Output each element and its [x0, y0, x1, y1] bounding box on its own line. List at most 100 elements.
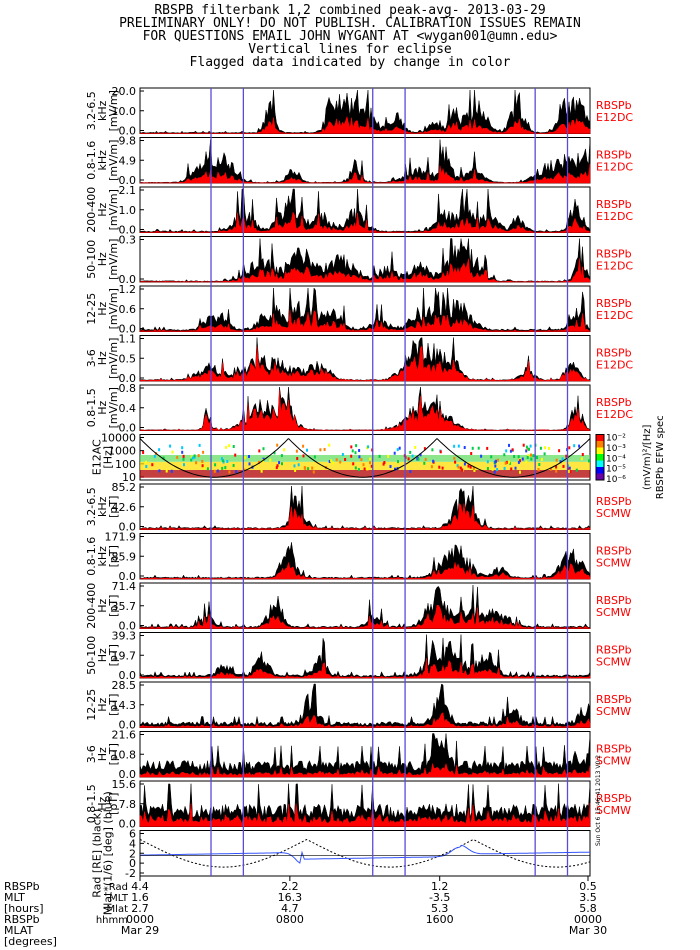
spectro-pixel: [544, 446, 547, 450]
y-tick-label: 0.0: [119, 372, 137, 385]
average-series-red: [139, 390, 591, 431]
spectro-pixel: [358, 455, 361, 459]
spectro-pixel: [537, 468, 540, 471]
colorbar-tick: 10⁻⁶: [606, 475, 626, 485]
spectro-pixel: [295, 449, 298, 453]
y-axis-label: [mV/m]: [107, 189, 120, 230]
spectro-pixel: [357, 468, 360, 472]
instrument-label: RBSPb: [596, 99, 632, 112]
instrument-label: E12DC: [596, 111, 633, 124]
y-axis-label: 3-6: [85, 349, 98, 367]
spectro-pixel: [171, 450, 174, 454]
spectro-pixel: [519, 459, 521, 463]
spectro-pixel: [362, 463, 365, 467]
spectro-pixel: [234, 453, 237, 457]
y-axis-label: [pT]: [107, 496, 120, 518]
average-series-red: [139, 115, 591, 134]
y-axis-label: [pT]: [107, 694, 120, 716]
y-tick-label: 0.0: [119, 620, 137, 633]
spectro-pixel: [525, 460, 528, 464]
spectro-pixel: [548, 446, 550, 450]
instrument-label: SCMW: [596, 556, 631, 569]
y-tick-label: 0.3: [119, 234, 137, 247]
y-axis-label: kHz: [96, 546, 109, 567]
y-axis-label: [Hz]: [102, 446, 115, 469]
x-axis-value: 1.6: [131, 891, 149, 904]
x-axis-row-title: Rad: [109, 882, 128, 893]
spectro-pixel: [269, 458, 272, 462]
spectro-pixel: [505, 449, 508, 453]
y-tick-label: 0.0: [119, 768, 137, 781]
x-axis-row-title: hhmm: [96, 915, 128, 926]
spectro-pixel: [311, 466, 314, 470]
spectro-pixel: [369, 461, 371, 465]
spectro-pixel: [202, 450, 205, 454]
y-axis-label: [mV/m]: [107, 338, 120, 379]
spectro-pixel: [514, 466, 517, 470]
panel-frame: [139, 236, 591, 283]
title-line-2: PRELIMINARY ONLY! DO NOT PUBLISH. CALIBR…: [119, 16, 581, 31]
y-tick-label: 1.0: [119, 204, 137, 217]
instrument-label: RBSPb: [596, 693, 632, 706]
spectro-pixel: [183, 463, 185, 467]
spectro-pixel: [203, 466, 205, 469]
x-axis-value: 2.2: [281, 880, 299, 893]
y-tick-label: 35.7: [112, 600, 137, 613]
spectro-pixel: [562, 464, 565, 468]
spectro-pixel: [328, 460, 331, 463]
spectro-pixel: [588, 459, 590, 463]
title-line-4: Vertical lines for eclipse: [248, 42, 452, 57]
y-axis-label: 0.8-1.5: [85, 784, 98, 823]
x-axis-value: 0000: [126, 913, 154, 926]
y-tick-label: 6: [129, 828, 136, 841]
x-axis-value: 1600: [426, 913, 454, 926]
spectro-pixel: [162, 456, 165, 460]
average-series-red: [139, 163, 591, 184]
spectro-pixel: [226, 460, 229, 463]
x-axis-value: 16.3: [278, 891, 303, 904]
spectro-pixel: [573, 444, 576, 448]
spectro-pixel: [409, 470, 412, 473]
y-tick-label: 19.7: [112, 649, 137, 662]
title-line-1: RBSPB filterbank 1,2 combined peak-avg- …: [154, 3, 546, 18]
colorbar-tick: 10⁻³: [606, 444, 626, 454]
y-axis-label: kHz: [96, 150, 109, 171]
spectro-pixel: [339, 460, 342, 464]
spectro-pixel: [555, 469, 558, 473]
spectro-pixel: [532, 454, 535, 458]
spectro-pixel: [568, 446, 571, 450]
y-axis-label: 0.8-1.5: [85, 388, 98, 427]
y-axis-label: 200-400: [85, 187, 98, 233]
spectro-pixel: [283, 448, 286, 452]
spectro-pixel: [153, 454, 156, 458]
x-axis-value: 2.7: [131, 902, 149, 915]
spectro-pixel: [201, 459, 204, 463]
spectro-pixel: [525, 449, 528, 453]
x-axis-value: Mar 30: [569, 924, 607, 937]
spectro-pixel: [302, 454, 305, 458]
spectro-pixel: [216, 469, 219, 473]
average-series-red: [139, 258, 591, 283]
spectro-pixel: [480, 454, 483, 458]
spectro-pixel: [165, 469, 168, 473]
spectro-pixel: [258, 449, 261, 453]
y-tick-label: 0.0: [119, 273, 137, 286]
y-axis-label: 50-100: [85, 240, 98, 279]
y-tick-label: 2.1: [119, 184, 137, 197]
colorbar-tick: 10⁻⁴: [606, 454, 626, 464]
instrument-label: E12DC: [596, 210, 633, 223]
y-axis-label: Hz: [96, 797, 109, 811]
y-axis-label: [pT]: [107, 793, 120, 815]
spectro-pixel: [389, 465, 392, 468]
spectro-pixel: [221, 459, 224, 463]
spectro-pixel: [273, 451, 276, 455]
y-tick-label: 10000: [101, 432, 136, 445]
harmonic-curve: [288, 438, 438, 478]
spectro-pixel: [276, 443, 279, 447]
x-axis-value: 5.8: [579, 902, 597, 915]
spectro-pixel: [519, 470, 521, 474]
